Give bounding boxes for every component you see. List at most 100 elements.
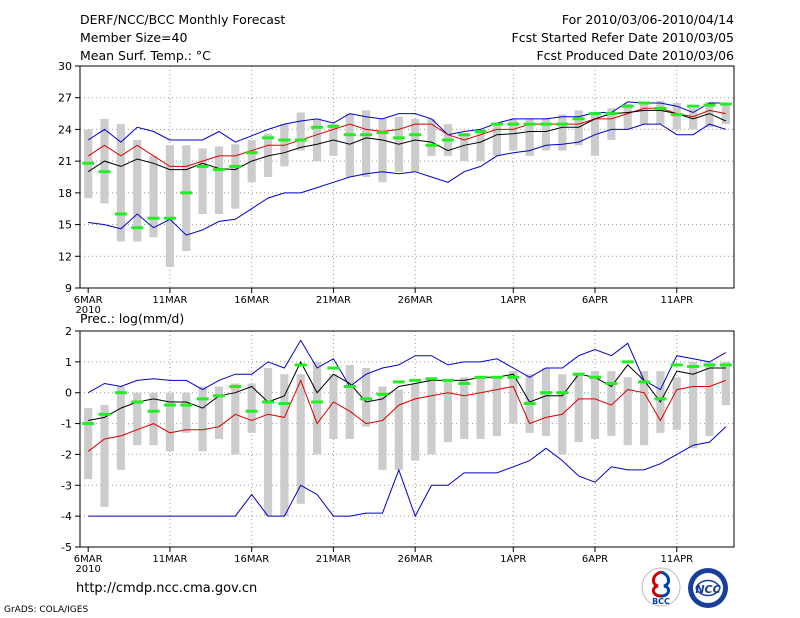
ensemble-box — [182, 392, 191, 433]
ensemble-box — [492, 377, 502, 436]
x-tick-label: 16MAR — [234, 295, 269, 306]
ensemble-box — [705, 361, 714, 436]
member-size: Member Size=40 — [80, 30, 188, 45]
ensemble-box — [329, 374, 338, 439]
bcc-logo: BCC — [641, 567, 681, 607]
x-tick-label: 21MAR — [316, 554, 351, 565]
series-line-upper — [87, 339, 727, 394]
y-tick-label: 30 — [58, 60, 72, 73]
ensemble-box — [84, 408, 93, 480]
ensemble-box — [280, 374, 289, 517]
x-tick-label: 11MAR — [152, 554, 187, 565]
y-tick-label: -1 — [61, 418, 72, 431]
ensemble-box — [509, 371, 518, 424]
ensemble-box — [427, 118, 436, 156]
y-tick-label: -5 — [61, 541, 72, 554]
x-tick-label: 1APR — [500, 295, 526, 306]
x-tick-label: 6APR — [582, 554, 608, 565]
y-tick-label: 12 — [58, 250, 72, 263]
ncc-logo-text: NCC — [695, 583, 720, 596]
ensemble-box — [133, 392, 142, 446]
ensemble-box — [721, 361, 730, 406]
ensemble-box — [362, 110, 371, 177]
series-line-lower — [88, 426, 727, 518]
ensemble-box — [656, 100, 665, 125]
x-tick-label: 26MAR — [398, 554, 433, 565]
ensemble-box — [721, 103, 730, 125]
ensemble-box — [198, 386, 207, 452]
ensemble-box — [411, 383, 420, 461]
ensemble-box — [460, 377, 469, 439]
series-line-upper — [87, 101, 726, 143]
ensemble-box — [165, 145, 175, 267]
ensemble-box — [476, 129, 485, 162]
y-tick-label: 27 — [58, 92, 72, 105]
plot-frame — [79, 65, 735, 289]
ensemble-box — [231, 144, 240, 209]
series-line-lower — [88, 123, 726, 236]
y-tick-label: -3 — [61, 479, 72, 492]
ensemble-box — [623, 104, 632, 130]
ensemble-box — [558, 114, 567, 151]
ensemble-box — [198, 148, 207, 214]
ensemble-box — [672, 103, 681, 130]
ensemble-box — [149, 392, 158, 446]
grads-credit: GrADS: COLA/IGES — [4, 605, 89, 615]
y-tick-label: 21 — [58, 155, 72, 168]
ensemble-box — [427, 377, 436, 455]
ensemble-box — [541, 368, 551, 436]
ncc-logo: NCC — [688, 568, 728, 608]
y-tick-label: -2 — [61, 448, 72, 461]
ensemble-box — [394, 389, 403, 470]
ensemble-box — [133, 140, 142, 242]
y-tick-label: 2 — [65, 325, 72, 338]
ensemble-box — [263, 368, 273, 517]
ensemble-box — [672, 377, 681, 430]
ensemble-box — [443, 380, 452, 443]
y-tick-label: 18 — [58, 187, 72, 200]
ensemble-box — [116, 386, 125, 470]
series-line-red — [87, 379, 726, 452]
ensemble-box — [492, 124, 502, 156]
fcst-started-date: Fcst Started Refer Date 2010/03/05 — [511, 30, 735, 45]
website-url[interactable]: http://cmdp.ncc.cma.gov.cn — [76, 581, 258, 596]
ensemble-box — [509, 118, 518, 151]
ensemble-box — [214, 386, 224, 439]
x-tick-label: 1APR — [500, 554, 526, 565]
x-tick-year: 2010 — [75, 305, 100, 316]
ensemble-box — [296, 374, 305, 504]
ensemble-box — [639, 371, 649, 446]
ensemble-box — [607, 108, 616, 140]
x-tick-label: 11APR — [661, 295, 694, 306]
ensemble-box — [378, 118, 387, 183]
y-tick-label: -4 — [61, 510, 72, 523]
ensemble-box — [116, 124, 125, 242]
x-tick-label: 11APR — [661, 554, 694, 565]
y-tick-label: 1 — [65, 356, 72, 369]
ensemble-box — [607, 371, 616, 436]
ensemble-box — [623, 377, 632, 446]
series-line-mean — [88, 360, 726, 421]
x-tick-label: 21MAR — [316, 295, 351, 306]
ensemble-box — [590, 371, 600, 439]
ensemble-box — [231, 383, 240, 455]
x-tick-label: 26MAR — [398, 295, 433, 306]
x-tick-label: 6MAR — [74, 295, 103, 306]
ensemble-box — [639, 101, 649, 125]
series-line-red — [87, 107, 726, 167]
ensemble-box — [247, 383, 256, 433]
ensemble-box — [362, 368, 371, 427]
ensemble-box — [411, 118, 420, 172]
ensemble-box — [705, 101, 714, 128]
ensemble-box — [312, 118, 322, 162]
variable-label: Mean Surf. Temp.: °C — [80, 48, 211, 63]
ensemble-box — [574, 374, 583, 443]
ensemble-box — [541, 118, 551, 151]
ensemble-box — [182, 145, 191, 251]
forecast-period: For 2010/03/06-2010/04/14 — [561, 12, 734, 27]
y-tick-label: 9 — [65, 282, 72, 295]
y-tick-label: 15 — [58, 219, 72, 232]
x-tick-label: 16MAR — [234, 554, 269, 565]
x-tick-label: 6APR — [582, 295, 608, 306]
